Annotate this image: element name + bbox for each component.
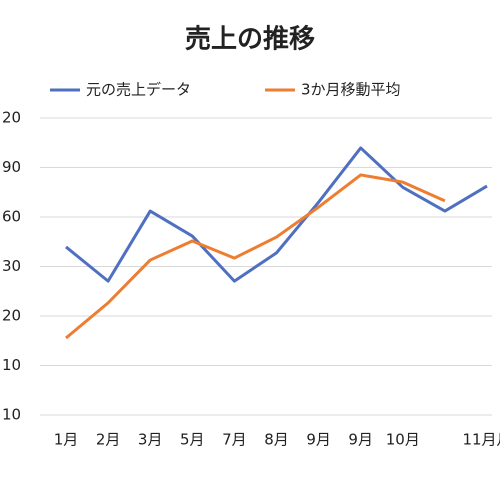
y-tick-label: 20 <box>2 307 21 325</box>
x-tick-label: 7月 <box>222 431 247 449</box>
series-line <box>65 146 488 283</box>
x-tick-label: 11月月 <box>462 431 500 449</box>
x-tick-label: 2月 <box>96 431 121 449</box>
y-tick-label: 10 <box>2 406 21 424</box>
chart-title: 売上の推移 <box>185 25 315 55</box>
x-tick-label: 1月 <box>54 431 79 449</box>
x-tick-label: 9月 <box>306 431 331 449</box>
x-tick-label: 5月 <box>180 431 205 449</box>
x-tick-label: 8月 <box>264 431 289 449</box>
y-tick-label: 90 <box>2 158 21 176</box>
series-line <box>65 173 446 340</box>
x-tick-label: 9月 <box>348 431 373 449</box>
y-tick-label: 60 <box>2 208 21 226</box>
legend-label: 元の売上データ <box>86 81 191 99</box>
legend-label: 3か月移動平均 <box>301 81 401 99</box>
x-tick-label: 3月 <box>138 431 163 449</box>
y-tick-label: 10 <box>2 356 21 374</box>
y-tick-label: 20 <box>2 109 21 127</box>
y-tick-label: 30 <box>2 257 21 275</box>
x-tick-label: 10月 <box>386 431 420 449</box>
